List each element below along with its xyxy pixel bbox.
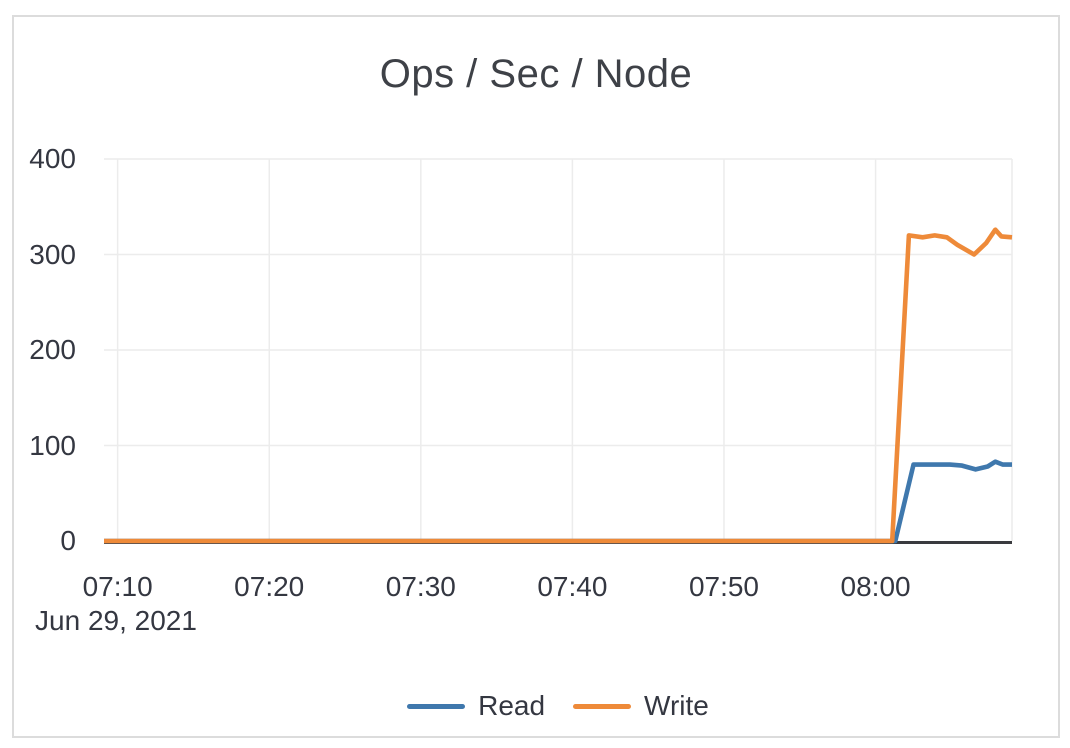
x-tick-label-07:40: 07:40 (537, 571, 608, 602)
legend: Read Write (104, 688, 1012, 724)
legend-label-read: Read (478, 690, 546, 721)
write-line-swatch-icon (573, 703, 632, 709)
x-tick-label-07:10: 07:10 (82, 571, 153, 602)
read-line-swatch-icon (407, 703, 466, 709)
y-tick-label-400: 400 (29, 143, 76, 174)
y-tick-label-0: 0 (60, 525, 76, 556)
x-tick-label-07:30: 07:30 (385, 571, 456, 602)
y-tick-label-100: 100 (29, 429, 76, 461)
x-tick-label-07:20: 07:20 (234, 571, 305, 602)
x-tick-label-07:50: 07:50 (688, 571, 760, 602)
chart-title: Ops / Sec / Node (379, 52, 693, 96)
y-tick-label-200: 200 (29, 334, 76, 365)
series-line-read (104, 459, 1012, 544)
x-axis-date-label: Jun 29, 2021 (35, 605, 197, 636)
y-tick-label-300: 300 (29, 238, 76, 270)
series-line-write (104, 227, 1013, 544)
legend-item-write[interactable]: Write (573, 690, 709, 722)
legend-item-read[interactable]: Read (407, 690, 545, 722)
chart-card (12, 15, 1060, 738)
x-tick-label-08:00: 08:00 (840, 571, 911, 602)
legend-label-write: Write (644, 690, 709, 721)
